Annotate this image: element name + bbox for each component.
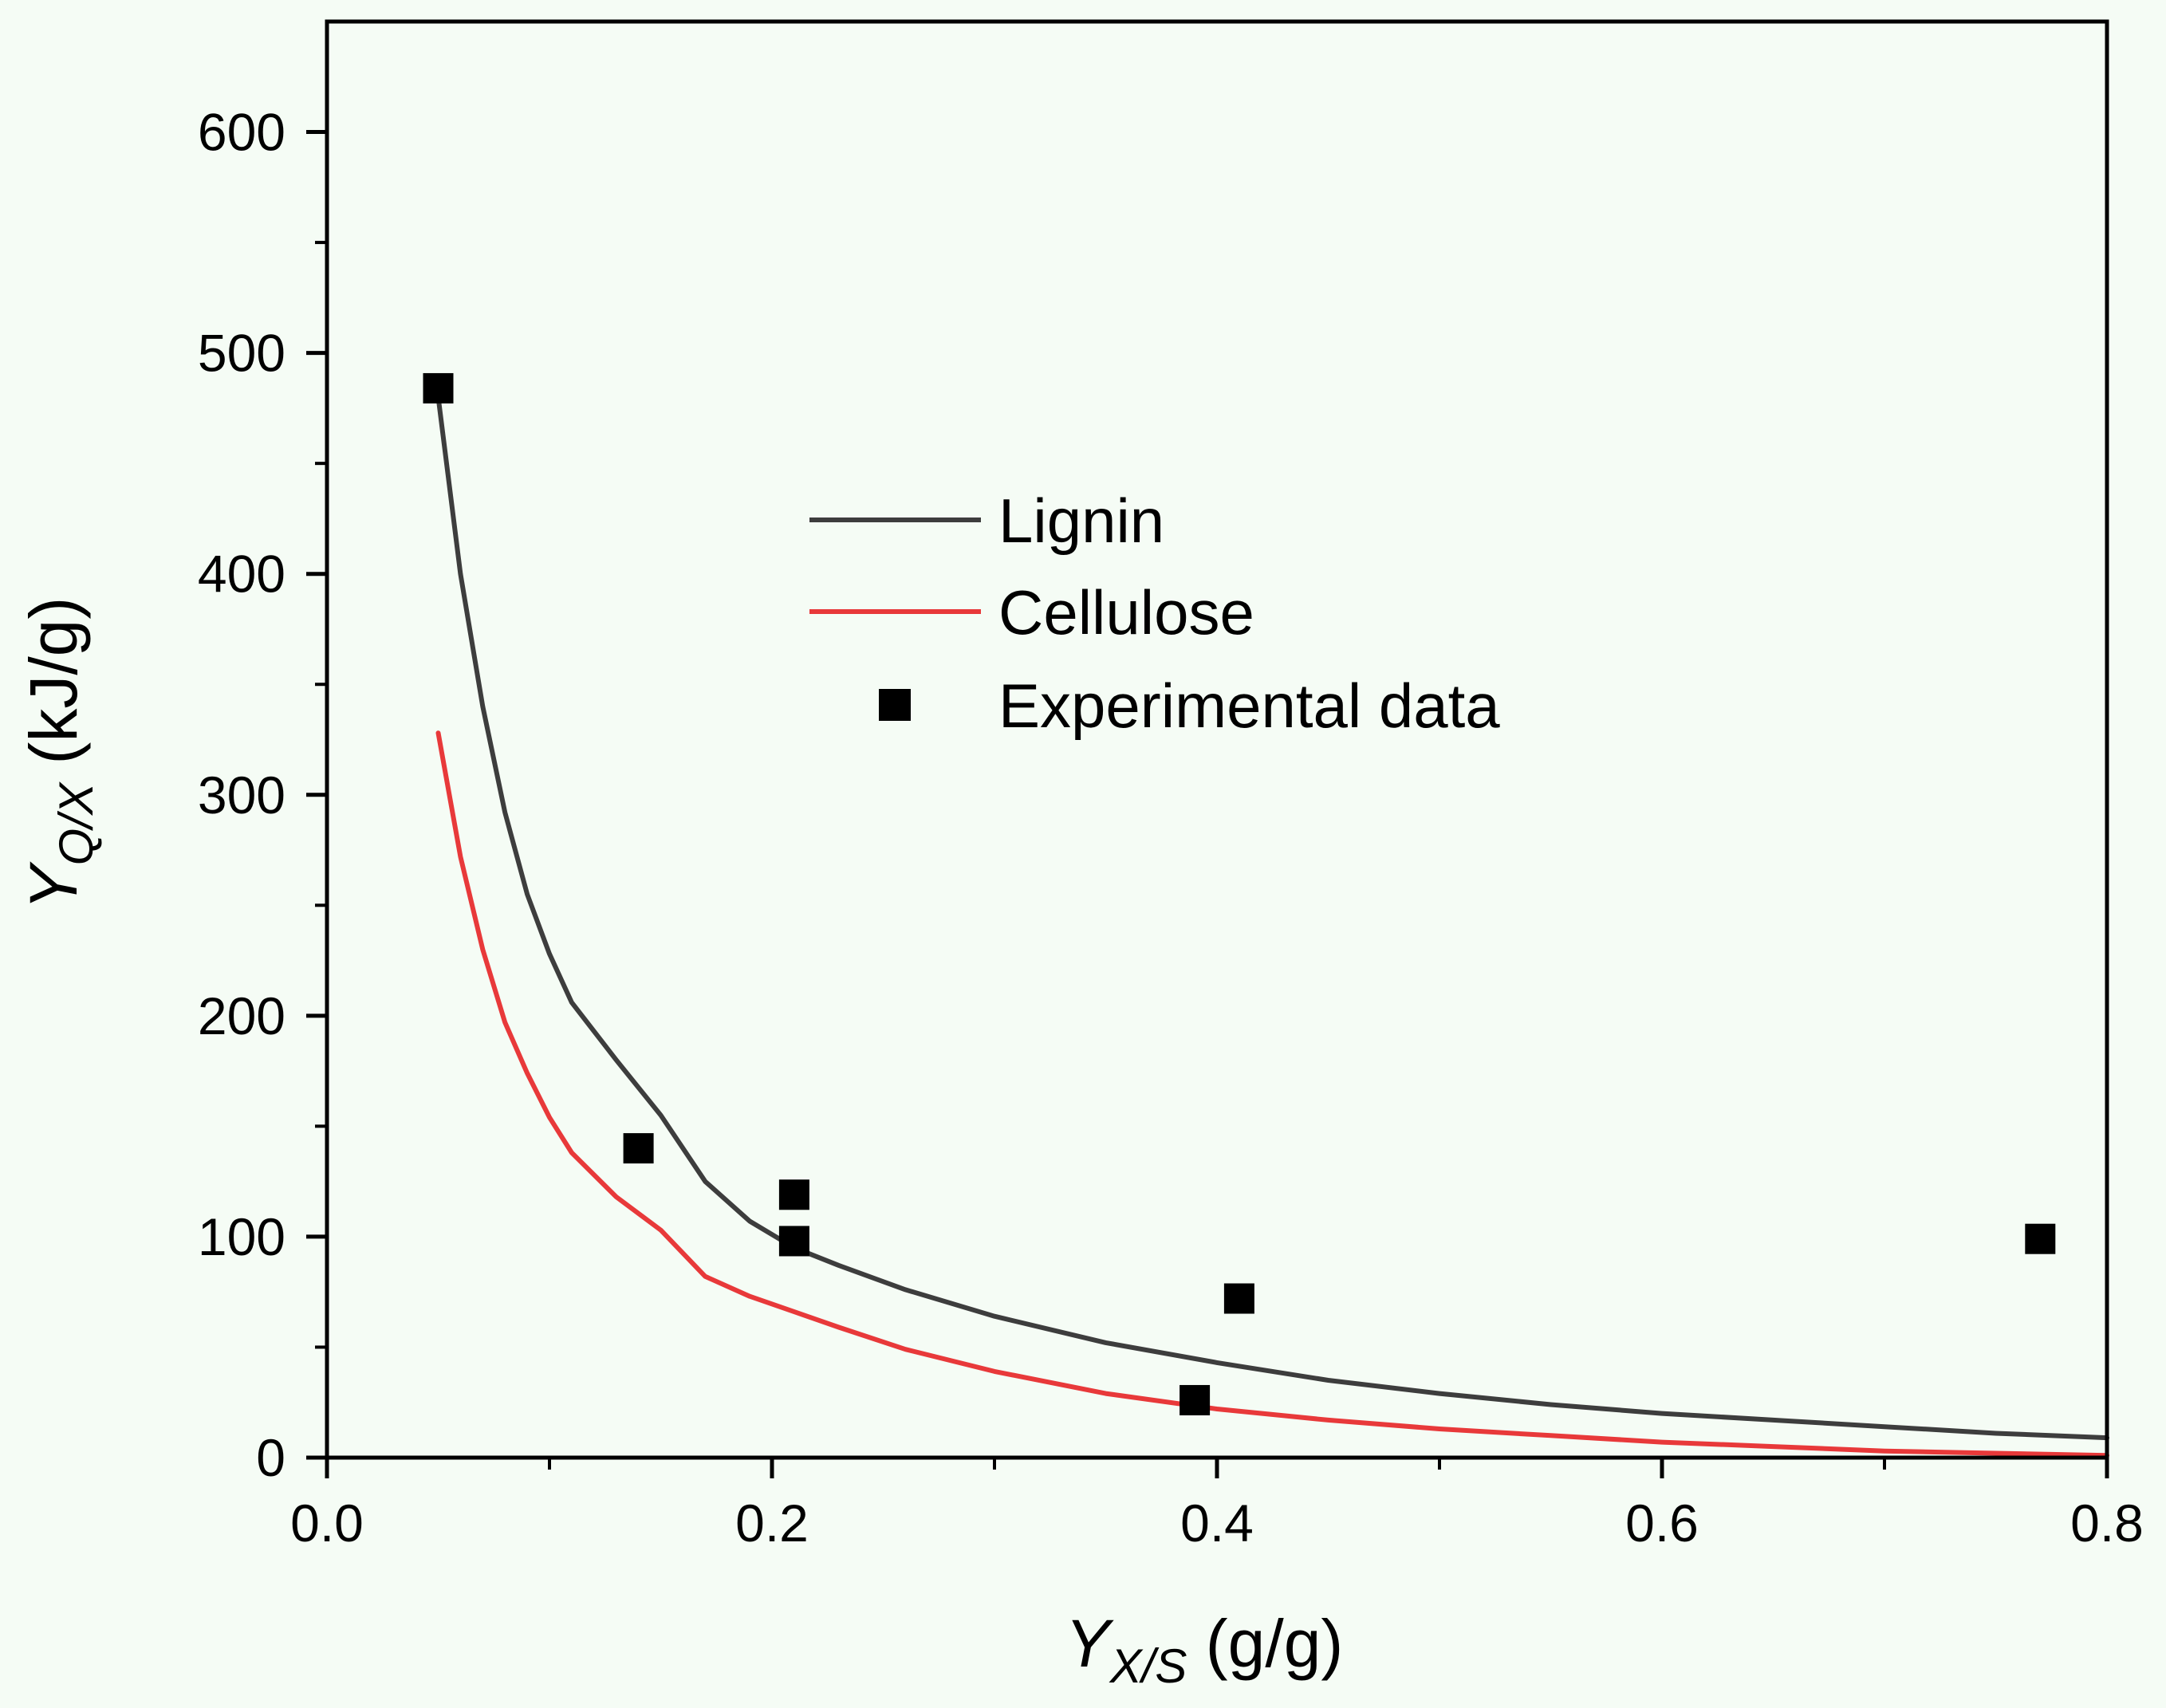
x-axis-title: YX/S (g/g) <box>1065 1606 1344 1693</box>
y-tick-label: 100 <box>198 1207 286 1266</box>
data-point-experimental-data <box>778 1226 809 1257</box>
y-axis-title-subscript: Q/X <box>49 781 103 865</box>
plot-points <box>423 372 2056 1415</box>
legend-marker-experimental <box>879 689 911 721</box>
y-tick-label: 300 <box>198 765 286 824</box>
axis-ticks <box>306 130 2109 1478</box>
series-line-lignin <box>435 395 2109 1441</box>
series-line-cellulose <box>435 730 2109 1458</box>
data-point-experimental-data <box>1179 1384 1211 1415</box>
x-axis-title-unit: (g/g) <box>1187 1606 1343 1681</box>
x-tick-label: 0.6 <box>1625 1494 1699 1553</box>
x-tick-label: 0.4 <box>1180 1494 1254 1553</box>
y-axis-title: YQ/X (kJ/g) <box>16 597 103 911</box>
axis-tick-labels: 0.0 0.2 0.4 0.6 0.8 0 100 200 300 400 500 600 <box>198 103 2144 1553</box>
legend-label-lignin: Lignin <box>998 486 1164 556</box>
y-tick-label: 600 <box>198 103 286 162</box>
y-axis-title-unit: (kJ/g) <box>16 597 91 783</box>
data-point-experimental-data <box>2025 1223 2056 1254</box>
data-point-experimental-data <box>1223 1283 1254 1314</box>
legend: Lignin Cellulose Experimental data <box>809 486 1500 741</box>
data-point-experimental-data <box>423 372 454 403</box>
x-axis-title-main: Y <box>1065 1606 1115 1681</box>
y-tick-label: 500 <box>198 324 286 383</box>
y-tick-label: 0 <box>256 1428 286 1487</box>
legend-label-cellulose: Cellulose <box>998 577 1254 647</box>
data-point-experimental-data <box>623 1133 654 1164</box>
y-tick-label: 400 <box>198 545 286 604</box>
legend-label-experimental: Experimental data <box>998 671 1500 741</box>
x-tick-label: 0.8 <box>2070 1494 2144 1553</box>
plot-lines <box>435 395 2109 1458</box>
x-tick-label: 0.2 <box>735 1494 809 1553</box>
y-axis-title-main: Y <box>16 860 91 910</box>
x-tick-label: 0.0 <box>290 1494 364 1553</box>
data-point-experimental-data <box>778 1179 809 1210</box>
x-axis-title-subscript: X/S <box>1109 1639 1187 1693</box>
y-tick-label: 200 <box>198 986 286 1045</box>
